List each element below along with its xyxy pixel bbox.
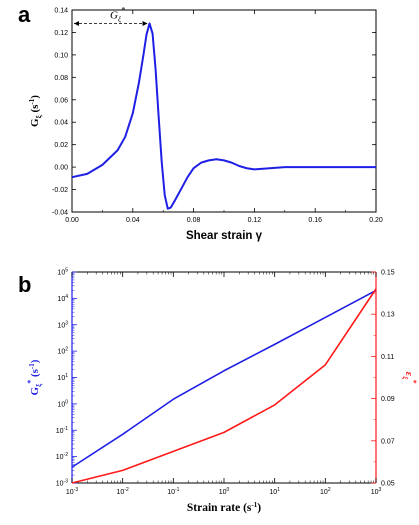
y-tick-label-a: 0.06 [54,97,68,104]
y-left-tick-label-b: 10-3 [56,479,68,488]
series-line-b-blue [71,289,377,468]
y-axis-label-right-b: εξ* [400,372,418,385]
panel-b-letter: b [18,272,31,297]
x-tick-label-a: 0.08 [187,217,201,224]
y-left-tick-label-b: 100 [57,399,68,408]
x-tick-label-b: 100 [219,487,230,496]
x-tick-label-a: 0.12 [248,217,262,224]
series-line-b-red [71,288,377,484]
y-right-tick-label-b: 0.11 [381,354,394,361]
y-tick-label-a: 0.14 [54,8,68,15]
y-left-tick-label-b: 10-2 [56,452,68,461]
panel-a-letter: a [18,2,31,27]
x-tick-label-b: 10-1 [167,487,179,496]
y-tick-label-a: 0.02 [54,142,68,149]
annotation-arrowhead-right [142,20,148,26]
y-right-tick-label-b: 0.07 [381,438,395,445]
y-tick-label-a: 0.00 [54,165,68,172]
plot-frame-a [71,9,377,213]
y-tick-label-a: 0.10 [54,52,68,59]
y-tick-label-a: 0.08 [54,75,68,82]
x-tick-label-b: 103 [371,487,382,496]
x-axis-label-b: Strain rate (s-1) [187,501,261,514]
series-line-a [71,22,376,210]
y-right-tick-label-b: 0.09 [381,396,395,403]
y-right-tick-label-b: 0.15 [381,270,395,277]
y-tick-label-a: -0.02 [52,187,68,194]
y-axis-label-left-b: Gξ* (s-1) [26,359,44,395]
x-tick-label-b: 101 [269,487,280,496]
y-left-tick-label-b: 104 [57,294,68,303]
y-tick-label-a: 0.12 [54,30,68,37]
x-tick-label-b: 10-3 [66,487,78,496]
y-right-tick-label-b: 0.05 [381,481,395,488]
chart-a: 0.00 0.04 0.08 0.12 0.16 0.20 -0.04 -0.02 0.00 0.… [28,5,383,242]
y-left-tick-label-b: 105 [57,268,68,277]
x-tick-label-a: 0.00 [65,217,79,224]
y-left-tick-label-b: 101 [57,373,68,382]
x-tick-label-b: 10-2 [117,487,129,496]
annotation-arrowhead-left [74,20,79,26]
y-tick-label-a: 0.04 [54,120,68,127]
x-axis-label-a: Shear strain γ [186,230,263,242]
y-right-tick-label-b: 0.13 [381,312,395,319]
chart-b: 10-3 10-2 10-1 100 101 102 103 10-3 10-2 10-1 100 1… [26,268,418,515]
x-tick-label-a: 0.04 [126,217,140,224]
y-left-tick-label-b: 10-1 [56,426,68,435]
y-axis-label-a: Gξ (s-1) [28,95,44,127]
y-left-tick-label-b: 103 [57,320,68,329]
annotation-label-a: Gξ* [110,5,125,23]
x-tick-label-a: 0.20 [369,217,383,224]
y-tick-label-a: -0.04 [52,210,68,217]
y-left-tick-label-b: 102 [57,347,68,356]
x-tick-label-b: 102 [320,487,331,496]
x-tick-label-a: 0.16 [308,217,322,224]
